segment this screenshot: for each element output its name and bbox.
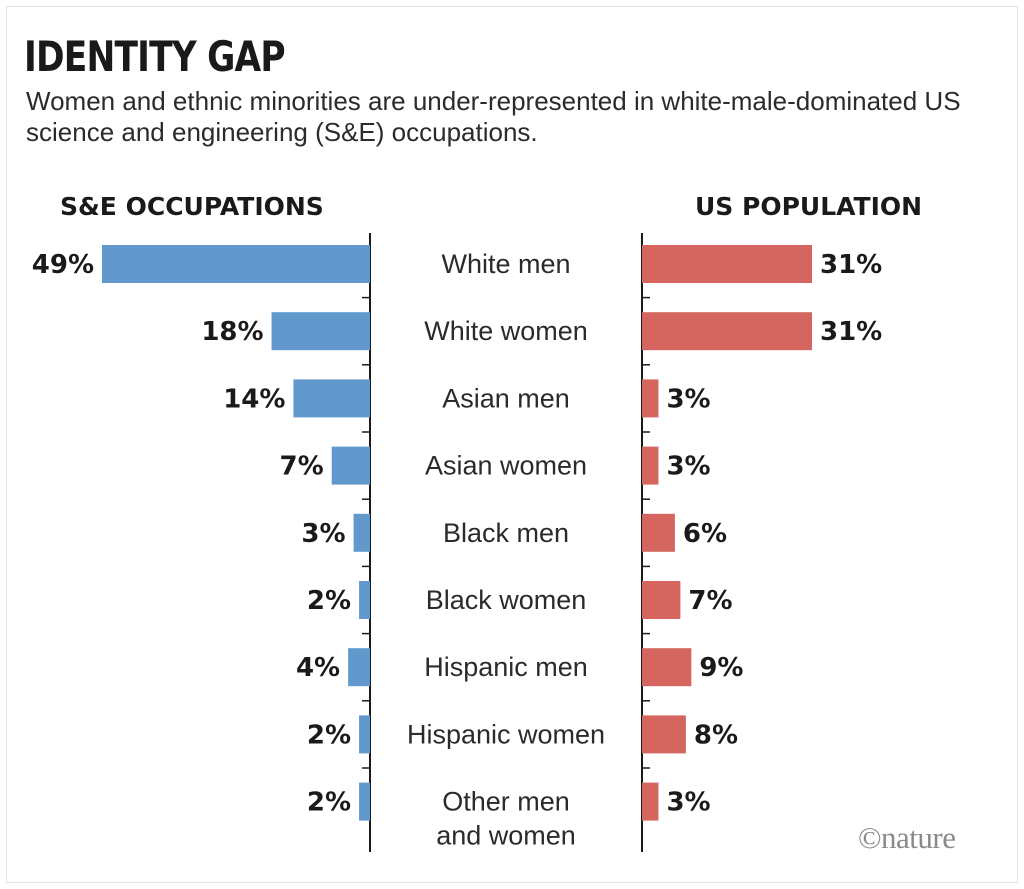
category-label-white-men: White men [441,249,570,279]
bar-se-other-men-and-women [359,782,370,821]
value-label-pop-white-men: 31% [820,250,882,280]
value-label-se-asian-men: 14% [223,384,285,414]
bar-se-black-men [353,513,370,552]
bar-se-asian-women [331,446,370,485]
bar-se-white-women [271,312,370,351]
left-series-header: S&E OCCUPATIONS [60,192,324,221]
value-label-pop-white-women: 31% [820,317,882,347]
value-label-se-black-men: 3% [301,519,345,549]
bar-pop-hispanic-women [642,715,686,754]
bar-pop-white-women [642,312,812,351]
chart-title: IDENTITY GAP [24,32,286,81]
bar-se-black-women [359,581,370,619]
category-label-hispanic-men: Hispanic men [424,652,588,682]
bar-se-asian-men [293,379,370,418]
bar-pop-hispanic-men [642,648,692,687]
value-label-pop-other-men-and-women: 3% [666,788,710,818]
category-label-black-women: Black women [426,585,587,615]
bar-pop-white-men [642,245,812,283]
value-label-pop-asian-women: 3% [666,452,710,482]
value-label-se-white-men: 49% [32,250,94,280]
bar-se-hispanic-women [359,715,370,754]
value-label-pop-black-women: 7% [688,586,732,616]
category-label-other-men-and-women: Other men [442,787,570,817]
bar-se-hispanic-men [348,648,370,687]
category-label-hispanic-women: Hispanic women [407,719,605,749]
bar-pop-other-men-and-women [642,782,659,821]
bar-se-white-men [102,245,370,283]
right-series-header: US POPULATION [695,192,923,221]
value-label-pop-hispanic-men: 9% [699,653,743,683]
bar-pop-black-women [642,581,681,619]
figure-frame [6,6,1018,883]
value-label-se-white-women: 18% [201,317,263,347]
value-label-se-asian-women: 7% [280,452,324,482]
chart-subtitle: Women and ethnic minorities are under-re… [26,86,961,147]
bar-pop-black-men [642,513,675,552]
category-label-asian-women: Asian women [425,451,587,481]
value-label-se-black-women: 2% [307,586,351,616]
bar-pop-asian-men [642,379,659,418]
category-label-black-men: Black men [443,518,569,548]
nature-credit: ©nature [858,820,956,855]
category-label-white-women: White women [424,316,588,346]
value-label-pop-hispanic-women: 8% [694,720,738,750]
category-label-other-men-and-women: and women [436,821,576,851]
category-label-asian-men: Asian men [442,383,570,413]
value-label-pop-black-men: 6% [683,519,727,549]
bar-pop-asian-women [642,446,659,485]
value-label-se-hispanic-men: 4% [296,653,340,683]
value-label-se-other-men-and-women: 2% [307,788,351,818]
value-label-pop-asian-men: 3% [666,384,710,414]
value-label-se-hispanic-women: 2% [307,720,351,750]
